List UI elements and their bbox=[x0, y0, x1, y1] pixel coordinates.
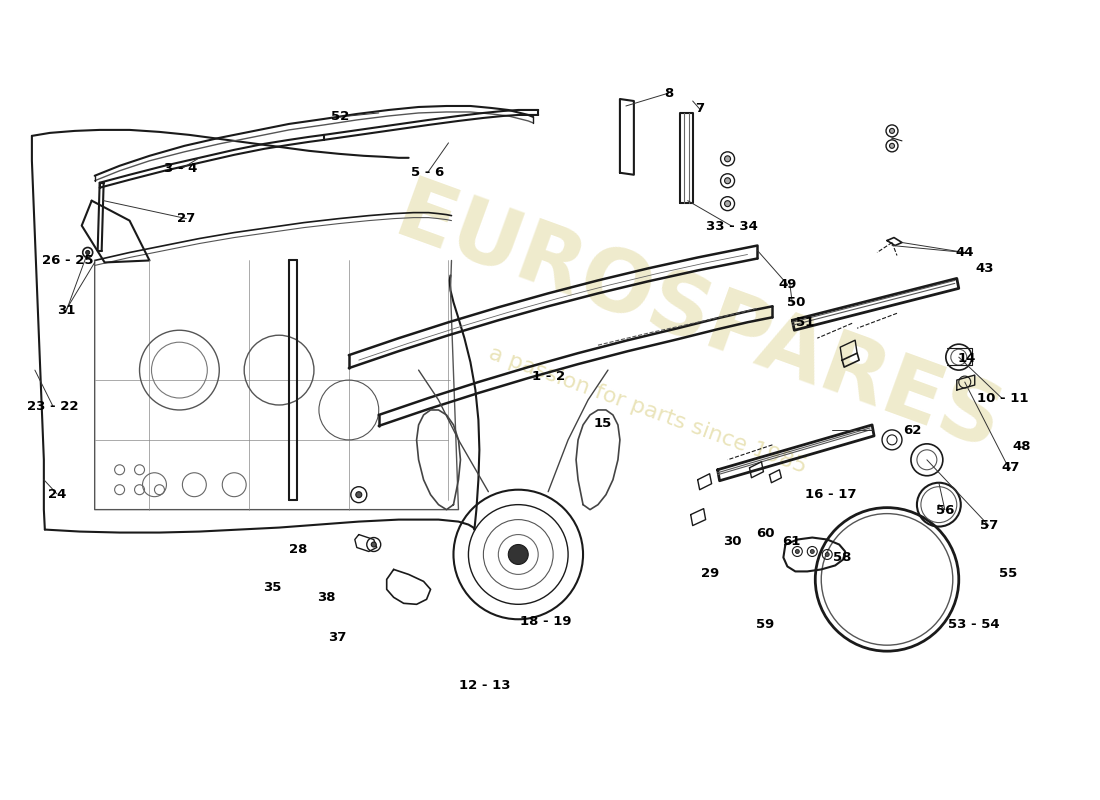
Text: 35: 35 bbox=[263, 581, 282, 594]
Text: 16 - 17: 16 - 17 bbox=[805, 487, 857, 501]
Text: 59: 59 bbox=[756, 618, 774, 631]
Text: 56: 56 bbox=[936, 503, 954, 517]
Text: 8: 8 bbox=[664, 86, 673, 99]
Text: 61: 61 bbox=[782, 535, 801, 549]
Text: a passion for parts since 1985: a passion for parts since 1985 bbox=[486, 343, 810, 477]
Text: 48: 48 bbox=[1012, 440, 1031, 453]
Circle shape bbox=[725, 201, 730, 206]
Text: 53 - 54: 53 - 54 bbox=[948, 618, 999, 631]
Text: 47: 47 bbox=[1002, 462, 1020, 474]
Circle shape bbox=[825, 553, 829, 557]
Text: 50: 50 bbox=[786, 296, 805, 310]
Circle shape bbox=[890, 143, 894, 148]
Text: 7: 7 bbox=[695, 102, 704, 115]
Text: 12 - 13: 12 - 13 bbox=[459, 679, 510, 692]
Text: 28: 28 bbox=[289, 543, 307, 556]
Text: 5 - 6: 5 - 6 bbox=[411, 166, 444, 179]
Text: 23 - 22: 23 - 22 bbox=[26, 400, 78, 413]
Text: EUROSPARES: EUROSPARES bbox=[383, 172, 1012, 469]
Text: 3 - 4: 3 - 4 bbox=[164, 162, 198, 175]
Text: 55: 55 bbox=[1000, 567, 1018, 580]
Text: 60: 60 bbox=[756, 527, 774, 541]
Text: 29: 29 bbox=[702, 567, 719, 580]
Text: 43: 43 bbox=[976, 262, 993, 275]
Text: 33 - 34: 33 - 34 bbox=[706, 220, 758, 233]
Text: 24: 24 bbox=[47, 487, 66, 501]
Text: 58: 58 bbox=[833, 551, 851, 564]
Circle shape bbox=[811, 550, 814, 554]
Circle shape bbox=[795, 550, 800, 554]
Circle shape bbox=[372, 542, 376, 547]
Text: 26 - 25: 26 - 25 bbox=[42, 254, 94, 267]
Circle shape bbox=[890, 129, 894, 134]
Text: 49: 49 bbox=[778, 278, 796, 291]
Text: 15: 15 bbox=[594, 418, 612, 430]
Text: 14: 14 bbox=[958, 352, 976, 365]
Text: 10 - 11: 10 - 11 bbox=[978, 392, 1028, 405]
Text: 37: 37 bbox=[329, 631, 346, 644]
Text: 30: 30 bbox=[723, 535, 741, 549]
Circle shape bbox=[725, 178, 730, 184]
Text: 52: 52 bbox=[331, 110, 349, 123]
Text: 57: 57 bbox=[980, 519, 998, 533]
Circle shape bbox=[86, 250, 90, 254]
Circle shape bbox=[508, 545, 528, 565]
Text: 27: 27 bbox=[177, 212, 196, 225]
Text: 51: 51 bbox=[795, 316, 814, 329]
Text: 31: 31 bbox=[56, 304, 75, 317]
Text: 38: 38 bbox=[318, 591, 336, 604]
Circle shape bbox=[355, 492, 362, 498]
Text: 18 - 19: 18 - 19 bbox=[520, 615, 572, 628]
Text: 44: 44 bbox=[956, 246, 974, 259]
Text: 1 - 2: 1 - 2 bbox=[531, 370, 564, 382]
Text: 62: 62 bbox=[903, 424, 922, 437]
Circle shape bbox=[725, 156, 730, 162]
